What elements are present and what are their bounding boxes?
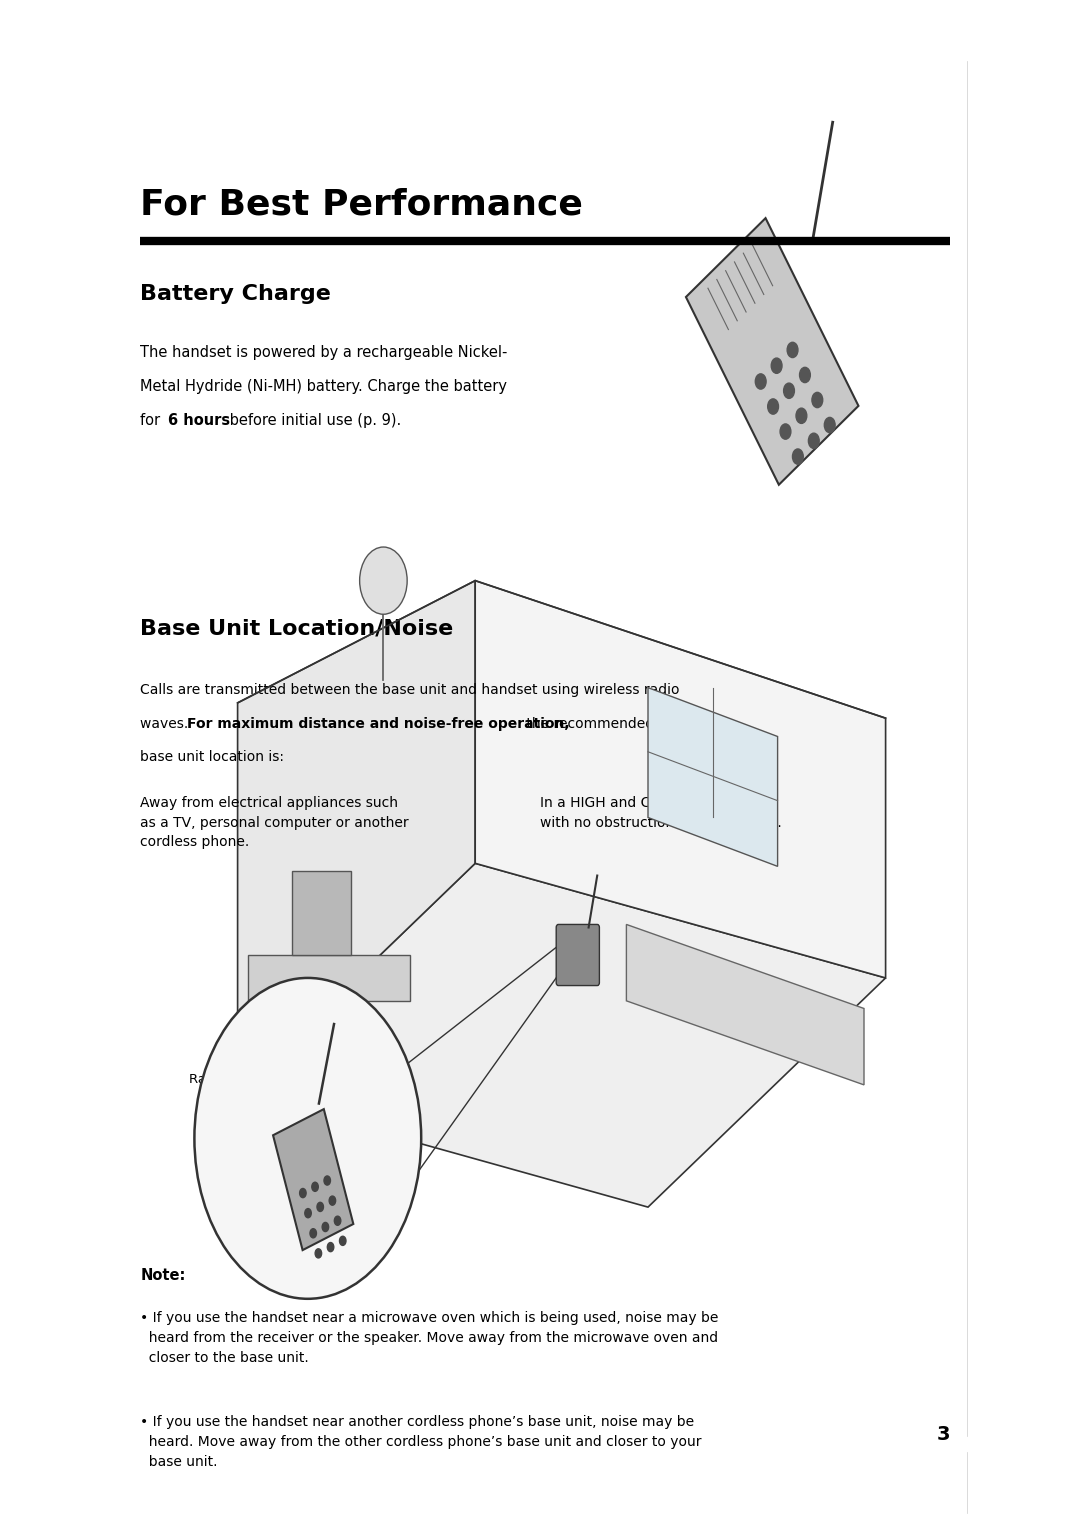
Text: Battery Charge: Battery Charge [140,284,332,304]
Text: 6 hours: 6 hours [168,413,231,428]
Polygon shape [238,581,475,1093]
Text: The handset is powered by a rechargeable Nickel-: The handset is powered by a rechargeable… [140,345,508,361]
Circle shape [755,374,766,390]
Text: waves.: waves. [140,717,193,730]
Circle shape [339,1236,346,1245]
Circle shape [322,1222,328,1232]
Circle shape [787,342,798,358]
Text: • If you use the handset near a microwave oven which is being used, noise may be: • If you use the handset near a microwav… [140,1311,719,1365]
Text: Calls are transmitted between the base unit and handset using wireless radio: Calls are transmitted between the base u… [140,683,680,697]
Text: • If you use the handset near another cordless phone’s base unit, noise may be
 : • If you use the handset near another co… [140,1415,702,1468]
Polygon shape [686,219,859,484]
Circle shape [315,1248,322,1258]
Circle shape [312,1183,319,1192]
Text: for: for [140,413,165,428]
FancyBboxPatch shape [292,871,351,955]
Circle shape [324,1177,330,1186]
Polygon shape [475,581,886,978]
FancyBboxPatch shape [556,924,599,986]
Circle shape [771,358,782,373]
Text: base unit location is:: base unit location is: [140,750,284,764]
Circle shape [360,547,407,614]
Circle shape [305,1209,311,1218]
Text: 3: 3 [937,1426,950,1444]
Circle shape [780,423,791,439]
Circle shape [793,449,804,465]
Circle shape [329,1196,336,1206]
Text: In a HIGH and CENTRAL location
with no obstructions such as walls.: In a HIGH and CENTRAL location with no o… [540,796,782,830]
Circle shape [809,432,820,448]
Text: Raise the antenna.: Raise the antenna. [189,1073,314,1086]
Text: Note:: Note: [140,1268,186,1284]
Circle shape [812,393,823,408]
Circle shape [316,1203,323,1212]
Circle shape [796,408,807,423]
Polygon shape [626,924,864,1085]
Polygon shape [238,863,886,1207]
Circle shape [799,367,810,382]
Text: For maximum distance and noise-free operation,: For maximum distance and noise-free oper… [187,717,569,730]
Polygon shape [648,688,778,866]
Text: before initial use (p. 9).: before initial use (p. 9). [225,413,401,428]
Circle shape [784,384,795,399]
Circle shape [335,1216,341,1225]
Text: the recommended: the recommended [522,717,653,730]
Circle shape [768,399,779,414]
Circle shape [299,1189,306,1198]
Text: Metal Hydride (Ni-MH) battery. Charge the battery: Metal Hydride (Ni-MH) battery. Charge th… [140,379,508,394]
Polygon shape [273,1109,353,1250]
Polygon shape [248,955,410,1001]
Circle shape [310,1229,316,1238]
Text: Away from electrical appliances such
as a TV, personal computer or another
cordl: Away from electrical appliances such as … [140,796,409,850]
Circle shape [327,1242,334,1251]
Circle shape [824,417,835,432]
Ellipse shape [194,978,421,1299]
Text: Base Unit Location/Noise: Base Unit Location/Noise [140,619,454,639]
Text: For Best Performance: For Best Performance [140,188,583,222]
